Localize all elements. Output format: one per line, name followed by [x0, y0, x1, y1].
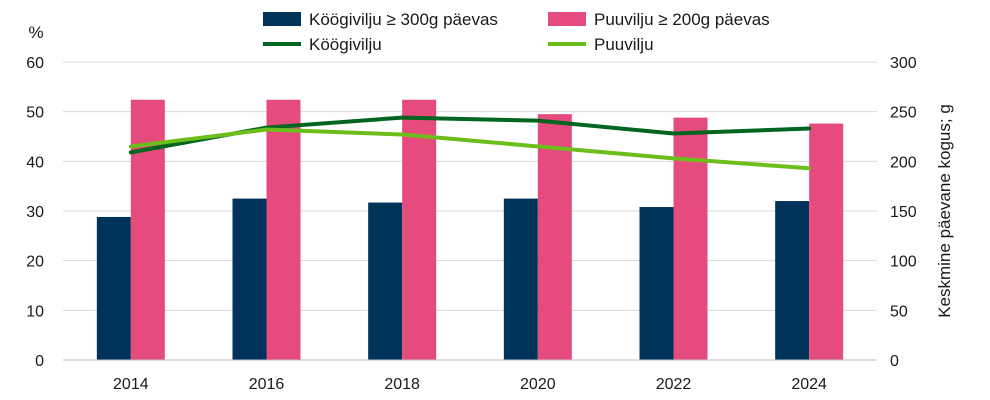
y-right-tick-label: 50 — [890, 303, 908, 320]
y-right-axis-title: Keskmine päevane kogus; g — [935, 104, 954, 318]
bar-vegetables-2016 — [232, 198, 267, 360]
y-right-tick-label: 300 — [890, 55, 917, 72]
bar-vegetables-2018 — [368, 202, 403, 360]
line-fruit — [128, 127, 812, 171]
bar-vegetables-2020 — [503, 198, 538, 360]
legend-label: Köögivilju ≥ 300g päevas — [309, 10, 498, 29]
legend-label: Köögivilju — [309, 35, 382, 54]
y-left-tick-label: 50 — [26, 105, 44, 122]
y-right-tick-label: 150 — [890, 204, 917, 221]
x-tick-label: 2020 — [520, 376, 556, 393]
legend-swatch — [548, 12, 586, 26]
y-left-tick-label: 10 — [26, 303, 44, 320]
bar-vegetables-2022 — [639, 207, 674, 360]
x-tick-label: 2018 — [384, 376, 420, 393]
legend-label: Puuvilju — [594, 35, 654, 54]
x-tick-label: 2016 — [249, 376, 285, 393]
y-right-tick-label: 200 — [890, 154, 917, 171]
y-left-tick-label: 40 — [26, 154, 44, 171]
y-left-tick-label: 30 — [26, 204, 44, 221]
legend: Köögivilju ≥ 300g päevas Puuvilju ≥ 200g … — [263, 10, 770, 54]
y-left-tick-label: 20 — [26, 254, 44, 271]
bars-layer — [96, 99, 844, 361]
y-right-tick-label: 250 — [890, 105, 917, 122]
bar-fruit-2022 — [673, 117, 708, 360]
x-tick-label: 2024 — [791, 376, 827, 393]
y-right-tick-label: 0 — [890, 353, 899, 370]
x-tick-label: 2014 — [113, 376, 149, 393]
bar-fruit-2014 — [130, 99, 165, 360]
y-left-tick-label: 60 — [26, 55, 44, 72]
bar-vegetables-2024 — [775, 201, 810, 360]
bar-fruit-2016 — [266, 99, 301, 360]
x-tick-label: 2022 — [656, 376, 692, 393]
bar-fruit-2020 — [537, 114, 572, 361]
y-right-tick-label: 100 — [890, 254, 917, 271]
axes-layer: 2014 2016 2018 2020 2022 2024 0 10 20 30 40 50 60% 0 5… — [26, 23, 954, 393]
bar-fruit-2024 — [809, 123, 844, 360]
bar-vegetables-2014 — [96, 216, 131, 360]
gridlines — [63, 61, 877, 311]
legend-label: Puuvilju ≥ 200g päevas — [594, 10, 770, 29]
bar-fruit-2018 — [402, 99, 437, 360]
y-left-axis-title: % — [28, 23, 43, 42]
lines-layer — [128, 115, 812, 171]
y-left-tick-label: 0 — [35, 353, 44, 370]
legend-swatch — [263, 12, 301, 26]
